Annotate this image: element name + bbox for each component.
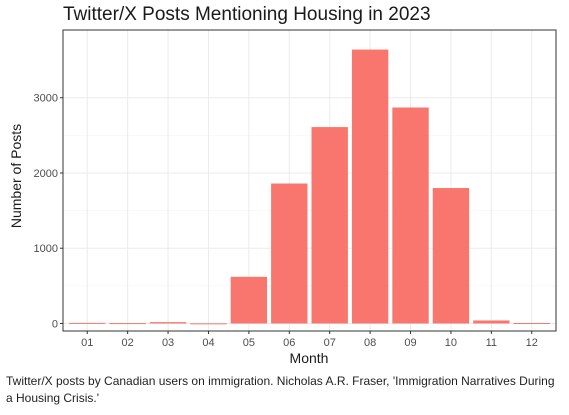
x-tick-label: 05	[243, 337, 255, 349]
x-tick-label: 01	[81, 337, 93, 349]
y-tick-label: 1000	[34, 243, 58, 255]
chart-title: Twitter/X Posts Mentioning Housing in 20…	[63, 4, 431, 25]
bar-month-06	[271, 183, 308, 324]
y-tick-label: 0	[52, 318, 58, 330]
bar-month-04	[190, 323, 227, 325]
grid-lines	[63, 30, 556, 331]
x-axis: 01 02 03 04 05 06 07 08 09 10 11 12	[81, 331, 538, 349]
bar-month-09	[392, 107, 429, 324]
bars	[69, 49, 550, 325]
housing-posts-chart: Twitter/X Posts Mentioning Housing in 20…	[8, 4, 557, 366]
y-tick-label: 2000	[34, 168, 58, 180]
x-tick-label: 08	[364, 337, 376, 349]
x-tick-label: 02	[122, 337, 134, 349]
x-tick-label: 10	[445, 337, 457, 349]
y-axis-title: Number of Posts	[8, 124, 24, 228]
bar-month-05	[230, 276, 268, 324]
x-tick-label: 03	[162, 337, 174, 349]
y-axis: 0 1000 2000 3000	[34, 93, 63, 330]
bar-month-10	[432, 188, 470, 324]
bar-month-11	[473, 320, 510, 324]
bar-month-07	[311, 127, 348, 324]
chart-caption: Twitter/X posts by Canadian users on imm…	[6, 374, 555, 405]
bar-month-12	[513, 323, 550, 325]
bar-month-02	[109, 323, 146, 325]
bar-month-08	[351, 49, 389, 324]
panel-border	[62, 29, 557, 332]
bar-month-01	[69, 322, 106, 324]
bar-month-03	[149, 322, 187, 324]
x-tick-label: 07	[324, 337, 336, 349]
x-tick-label: 09	[404, 337, 416, 349]
x-axis-title: Month	[290, 350, 329, 366]
x-tick-label: 12	[526, 337, 538, 349]
x-tick-label: 04	[202, 337, 214, 349]
x-tick-label: 11	[486, 337, 497, 349]
y-tick-label: 3000	[34, 93, 58, 105]
x-tick-label: 06	[283, 337, 295, 349]
